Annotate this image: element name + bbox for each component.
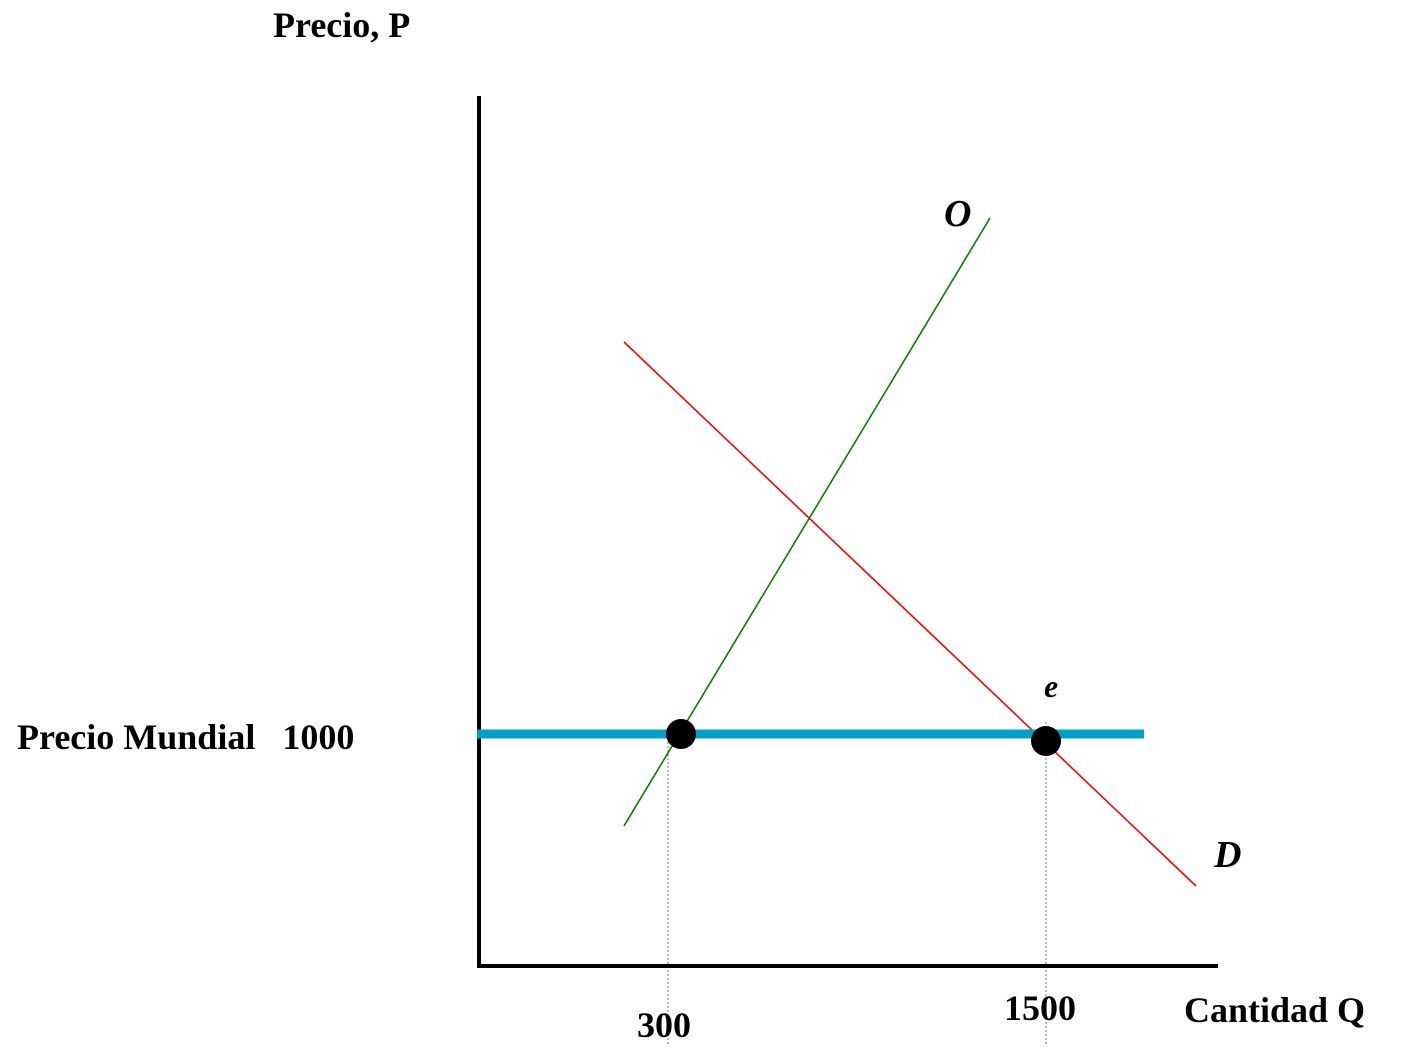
quantity-300-label: 300 <box>637 1005 691 1045</box>
demand-point-e <box>1031 726 1061 756</box>
supply-point <box>666 719 696 749</box>
x-axis-label: Cantidad Q <box>1184 990 1365 1030</box>
demand-curve <box>623 341 1197 887</box>
y-axis-label: Precio, P <box>273 5 410 45</box>
supply-curve-label: O <box>944 193 971 235</box>
demand-curve-label: D <box>1213 834 1241 876</box>
quantity-1500-label: 1500 <box>1004 988 1076 1028</box>
world-price-label: Precio Mundial 1000 <box>17 717 354 757</box>
point-e-label: e <box>1044 668 1058 704</box>
